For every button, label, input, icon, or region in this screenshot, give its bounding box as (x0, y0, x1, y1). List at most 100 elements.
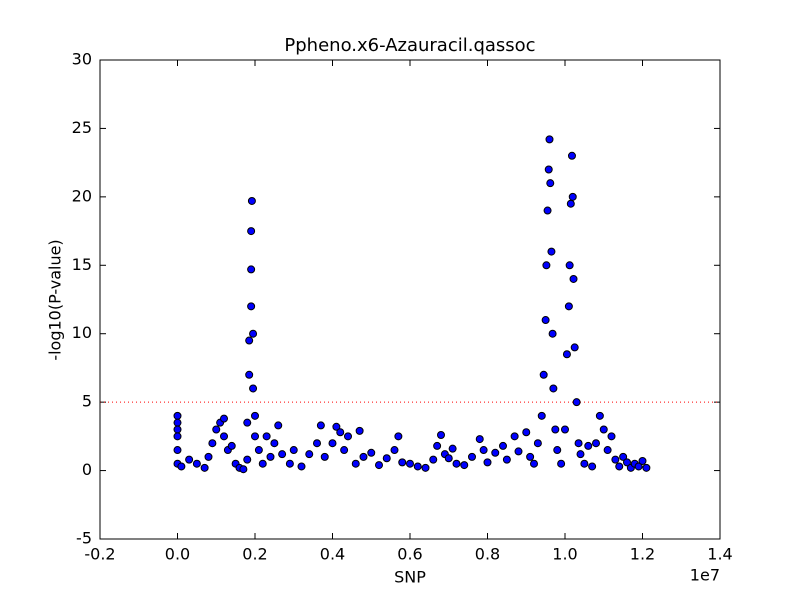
point (192, 459, 201, 468)
point (553, 446, 562, 455)
point (247, 196, 256, 205)
point (444, 454, 453, 463)
point (305, 450, 314, 459)
point (588, 462, 597, 471)
point (359, 452, 368, 461)
point (551, 425, 560, 434)
point (607, 432, 616, 441)
point (537, 411, 546, 420)
point (278, 450, 287, 459)
point (544, 165, 553, 174)
point (437, 430, 445, 439)
point (543, 206, 552, 215)
point (541, 316, 550, 325)
point (185, 455, 194, 464)
point (390, 446, 399, 455)
x-tick-label: 1.0 (552, 545, 577, 564)
point (251, 411, 259, 420)
point (251, 432, 259, 441)
point (526, 452, 535, 461)
point (452, 459, 461, 468)
point (638, 456, 647, 465)
point (569, 274, 578, 283)
point (336, 428, 345, 437)
point (173, 432, 182, 441)
point (542, 261, 551, 270)
point (565, 261, 574, 270)
point (247, 302, 256, 311)
point (375, 461, 383, 470)
point (245, 370, 254, 379)
y-axis-label: -log10(P-value) (46, 239, 65, 360)
point (398, 458, 407, 467)
point (406, 459, 414, 468)
point (611, 455, 620, 464)
point (344, 432, 352, 441)
y-tick-label: 30 (72, 50, 92, 69)
point (576, 450, 585, 459)
y-tick-label: 25 (72, 118, 92, 137)
point (475, 435, 484, 444)
point (561, 425, 569, 434)
point (566, 199, 575, 208)
point (247, 265, 256, 274)
y-tick-label: 20 (72, 186, 92, 205)
point (545, 135, 554, 144)
point (568, 192, 577, 201)
point (514, 447, 523, 456)
x-tick-label: 0.6 (397, 545, 422, 564)
point (270, 439, 279, 448)
point (316, 421, 325, 430)
point (479, 446, 488, 455)
point (220, 414, 228, 423)
point (340, 446, 349, 455)
point (634, 462, 643, 471)
point (200, 463, 209, 472)
point (491, 448, 500, 457)
plot-frame (99, 59, 721, 540)
point (499, 441, 507, 450)
point (177, 462, 186, 471)
point (557, 459, 566, 468)
point (382, 454, 391, 463)
point (285, 459, 294, 468)
point (522, 428, 531, 437)
point (533, 439, 542, 448)
point (562, 350, 571, 359)
point (173, 425, 182, 434)
point (592, 439, 600, 448)
point (642, 463, 651, 472)
point (262, 432, 271, 441)
point (574, 439, 583, 448)
point (394, 432, 403, 441)
point (567, 151, 576, 160)
point (603, 446, 612, 455)
point (549, 384, 558, 393)
point (173, 418, 182, 427)
point (227, 441, 236, 450)
point (254, 446, 263, 455)
point (249, 329, 258, 338)
point (570, 343, 579, 352)
point (580, 459, 589, 468)
y-tick-label: 0 (82, 460, 92, 479)
point (173, 411, 182, 420)
point (510, 432, 519, 441)
point (258, 459, 267, 468)
point (274, 421, 283, 430)
point (173, 446, 182, 455)
point (448, 444, 457, 453)
point (313, 439, 321, 448)
point (584, 441, 593, 450)
point (243, 418, 252, 427)
point (243, 455, 252, 464)
x-tick-label: 0.0 (165, 545, 190, 564)
point (266, 452, 275, 461)
point (320, 452, 329, 461)
point (564, 302, 573, 311)
point (413, 462, 422, 471)
x-tick-label: 0.8 (475, 545, 500, 564)
point (623, 458, 631, 467)
